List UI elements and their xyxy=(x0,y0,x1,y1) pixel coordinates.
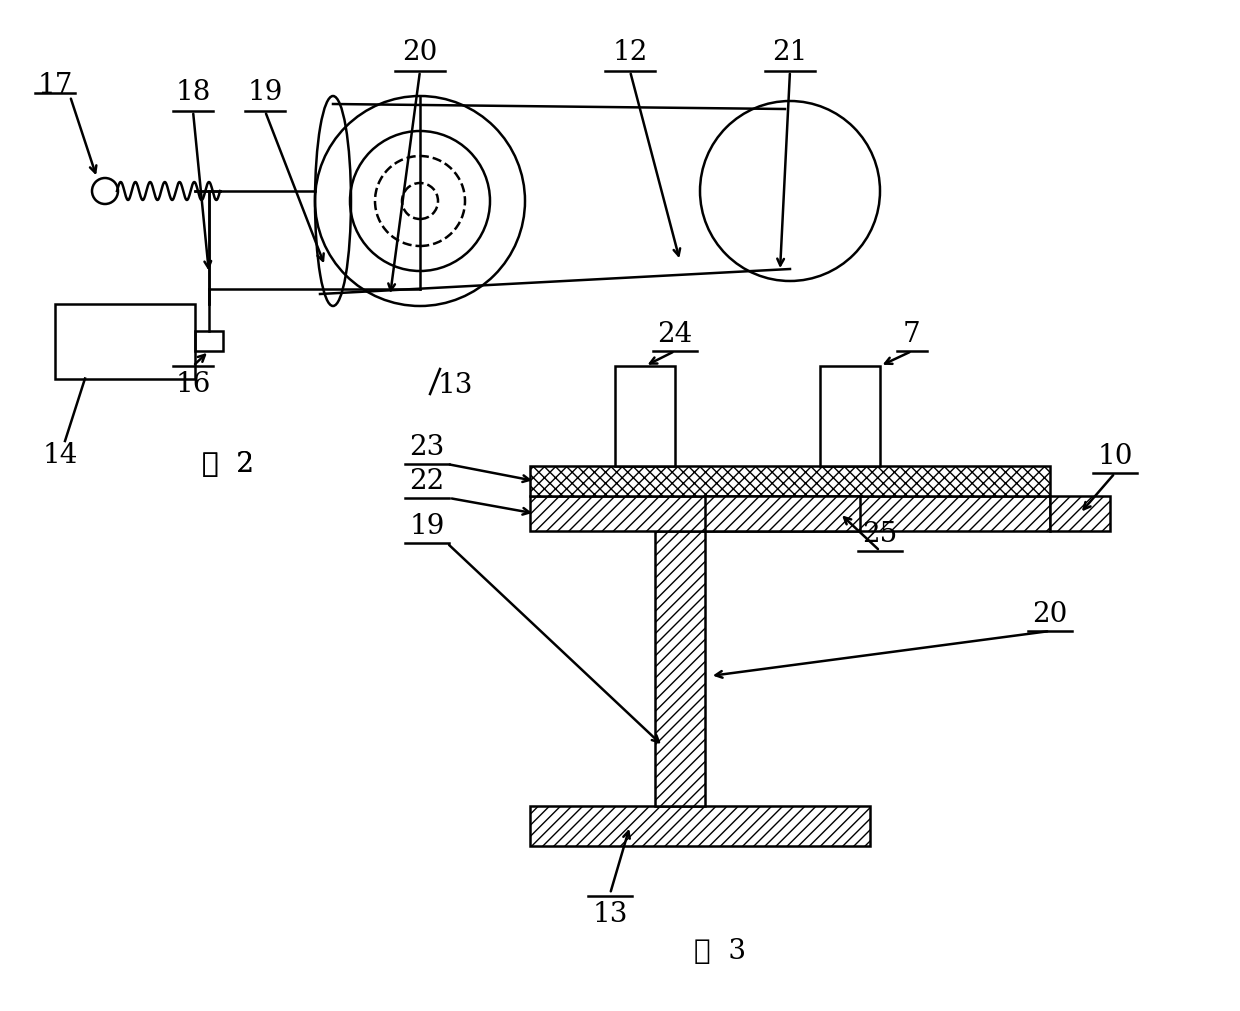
Text: 10: 10 xyxy=(1097,443,1133,469)
Text: 图  2: 图 2 xyxy=(202,450,254,477)
Text: 21: 21 xyxy=(773,39,807,66)
Text: 13: 13 xyxy=(593,900,627,927)
Text: 23: 23 xyxy=(409,434,445,461)
Text: 16: 16 xyxy=(175,371,211,397)
Text: 17: 17 xyxy=(37,72,73,99)
Text: 24: 24 xyxy=(657,320,693,348)
Bar xyxy=(655,532,706,806)
Bar xyxy=(820,367,880,466)
Text: 20: 20 xyxy=(402,39,438,66)
Bar xyxy=(529,466,1050,496)
Bar xyxy=(529,496,1050,532)
Text: 图  2: 图 2 xyxy=(202,450,254,477)
Text: 图  3: 图 3 xyxy=(694,937,746,964)
Bar xyxy=(55,304,195,379)
Text: 18: 18 xyxy=(175,79,211,106)
Text: 25: 25 xyxy=(862,521,898,548)
Text: 19: 19 xyxy=(247,79,283,106)
Text: 20: 20 xyxy=(1033,601,1068,628)
Text: 19: 19 xyxy=(409,513,445,540)
Bar xyxy=(529,806,870,846)
Bar xyxy=(706,496,861,532)
Text: 13: 13 xyxy=(438,372,472,398)
Bar xyxy=(195,332,223,352)
Text: 12: 12 xyxy=(613,39,647,66)
Bar xyxy=(615,367,675,466)
Bar xyxy=(1050,496,1110,532)
Text: 22: 22 xyxy=(409,467,445,494)
Text: 14: 14 xyxy=(42,442,78,468)
Text: 7: 7 xyxy=(903,320,921,348)
